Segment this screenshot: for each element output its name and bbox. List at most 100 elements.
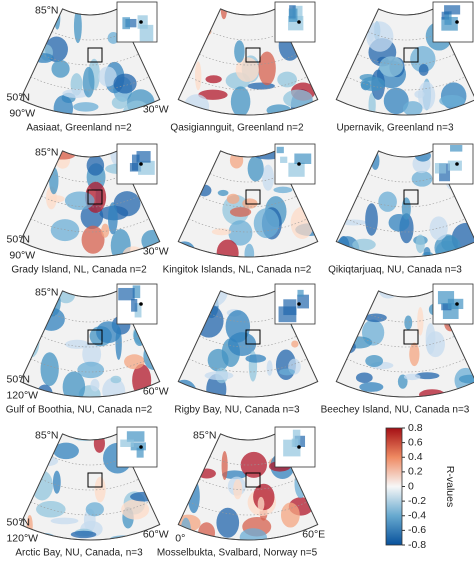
site-dot bbox=[139, 162, 143, 166]
map-outline bbox=[335, 150, 474, 258]
graticule bbox=[30, 358, 150, 373]
inset-cell bbox=[447, 160, 462, 171]
graticule bbox=[199, 478, 297, 491]
colorbar-tick-label: 0.6 bbox=[408, 436, 423, 448]
inset bbox=[432, 283, 474, 325]
site-dot bbox=[455, 162, 459, 166]
inset-cell bbox=[444, 11, 452, 25]
field-blob bbox=[240, 451, 267, 478]
field-blob bbox=[107, 32, 119, 44]
field-blob bbox=[194, 304, 224, 338]
field-blob bbox=[273, 186, 293, 194]
map-panel: Qasigiannguit, Greenland n=2 bbox=[170, 1, 319, 134]
map-panel: 85°N 0° 60°E Mosselbukta, Svalbard, Norway … bbox=[157, 426, 325, 559]
site-box bbox=[245, 472, 261, 488]
inset bbox=[274, 1, 316, 43]
field-blob bbox=[409, 342, 420, 367]
graticule bbox=[41, 53, 139, 66]
field-blob bbox=[418, 64, 429, 76]
field-blob bbox=[53, 95, 74, 116]
lat-label: 85°N bbox=[35, 147, 58, 159]
lon-label: 0° bbox=[175, 532, 185, 544]
lon-label: 120°W bbox=[6, 532, 38, 544]
field-blob bbox=[52, 470, 61, 494]
field-blob bbox=[245, 354, 267, 363]
map-panel: 85°N 50°N 90°W 30°W Grady Island, NL, Canada… bbox=[7, 143, 169, 276]
field-blob bbox=[36, 455, 59, 467]
field-blob bbox=[262, 164, 275, 191]
colorbar-tick-label: 0.2 bbox=[408, 466, 423, 478]
site-dot bbox=[139, 445, 143, 449]
colorbar-tick-label: -0.4 bbox=[408, 510, 426, 522]
inset bbox=[116, 283, 158, 325]
colorbar-label: R-values bbox=[444, 466, 456, 507]
field-blob bbox=[414, 372, 440, 380]
graticule bbox=[199, 335, 297, 348]
inset-cell bbox=[278, 306, 297, 323]
inset-cell bbox=[297, 294, 309, 309]
field-blob bbox=[178, 35, 196, 48]
graticule bbox=[199, 53, 297, 66]
caption: Beechey Island, NU, Canada n=3 bbox=[321, 405, 470, 416]
inset-cell bbox=[136, 447, 144, 458]
field-blob bbox=[365, 354, 384, 368]
caption: Qasigiannguit, Greenland n=2 bbox=[170, 123, 304, 134]
caption: Qikiqtarjuaq, NU, Canada n=3 bbox=[328, 265, 462, 276]
caption: Arctic Bay, NU, Canada, n=3 bbox=[15, 548, 143, 559]
caption: Grady Island, NL, Canada n=2 bbox=[11, 265, 147, 276]
field-blob bbox=[33, 53, 54, 63]
field-blob bbox=[33, 155, 44, 185]
inset-cell bbox=[125, 18, 137, 28]
graticule bbox=[357, 195, 455, 208]
graticule bbox=[30, 501, 150, 516]
graticule bbox=[357, 335, 455, 348]
map-panel: Rigby Bay, NU, Canada n=3 bbox=[174, 283, 319, 416]
site-dot bbox=[297, 445, 301, 449]
inset-cell bbox=[444, 5, 461, 15]
colorbar-tick-label: -0.6 bbox=[408, 524, 426, 536]
inset bbox=[432, 143, 474, 185]
inset-cell bbox=[297, 289, 304, 297]
field-blob bbox=[48, 195, 65, 203]
graticule bbox=[346, 358, 466, 373]
inset bbox=[274, 283, 316, 325]
graticule bbox=[188, 358, 308, 373]
inset-cell bbox=[441, 303, 452, 311]
graticule bbox=[188, 76, 308, 91]
field-blob bbox=[341, 178, 364, 187]
lon-label: 90°W bbox=[9, 107, 35, 119]
field-blob bbox=[211, 228, 232, 236]
field-blob bbox=[266, 360, 273, 376]
field-blob bbox=[40, 352, 59, 387]
field-blob bbox=[62, 371, 86, 398]
field-blob bbox=[402, 101, 423, 116]
field-blob bbox=[187, 479, 200, 514]
site-box bbox=[403, 189, 419, 205]
lon-label: 120°W bbox=[6, 389, 38, 401]
field-blob bbox=[225, 310, 251, 343]
field-blob bbox=[111, 96, 128, 109]
inset bbox=[274, 426, 316, 468]
inset-cell bbox=[276, 146, 284, 154]
field-blob bbox=[65, 339, 90, 349]
colorbar-tick-label: 0.8 bbox=[408, 422, 423, 434]
field-blob bbox=[82, 341, 102, 367]
field-blob bbox=[294, 468, 307, 499]
site-dot bbox=[297, 162, 301, 166]
lat-label: 50°N bbox=[7, 373, 30, 385]
inset-cell bbox=[131, 298, 138, 312]
inset-cell bbox=[136, 151, 151, 163]
field-blob bbox=[36, 384, 53, 398]
field-blob bbox=[178, 179, 193, 208]
field-blob bbox=[30, 154, 38, 188]
field-blob bbox=[81, 225, 105, 254]
field-blob bbox=[365, 313, 387, 323]
inset-cell bbox=[120, 439, 134, 447]
field-blob bbox=[230, 86, 251, 116]
caption: Rigby Bay, NU, Canada n=3 bbox=[174, 405, 300, 416]
field-blob bbox=[415, 234, 425, 254]
site-dot bbox=[297, 20, 301, 24]
field-blob bbox=[337, 339, 356, 354]
site-box bbox=[87, 329, 103, 345]
field-blob bbox=[107, 202, 118, 235]
